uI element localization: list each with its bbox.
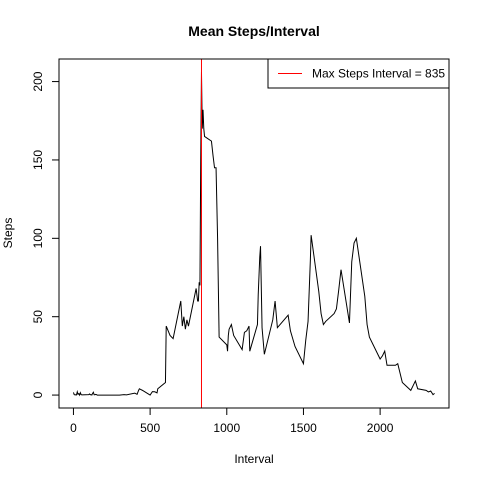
y-tick-label: 100: [31, 228, 45, 248]
x-tick-label: 500: [140, 421, 160, 435]
data-line: [72, 72, 435, 397]
x-tick-label: 0: [70, 421, 77, 435]
x-tick-label: 2000: [367, 421, 394, 435]
y-axis-label: Steps: [1, 218, 15, 249]
y-tick-label: 0: [31, 391, 45, 398]
y-tick-label: 200: [31, 71, 45, 91]
plot-box: [58, 58, 450, 409]
legend-label: Max Steps Interval = 835: [312, 67, 445, 81]
x-tick-label: 1500: [290, 421, 317, 435]
y-tick-label: 150: [31, 150, 45, 170]
y-tick-label: 50: [31, 310, 45, 324]
x-axis-label: Interval: [234, 452, 273, 466]
x-tick-label: 1000: [213, 421, 240, 435]
chart-title: Mean Steps/Interval: [188, 23, 320, 39]
